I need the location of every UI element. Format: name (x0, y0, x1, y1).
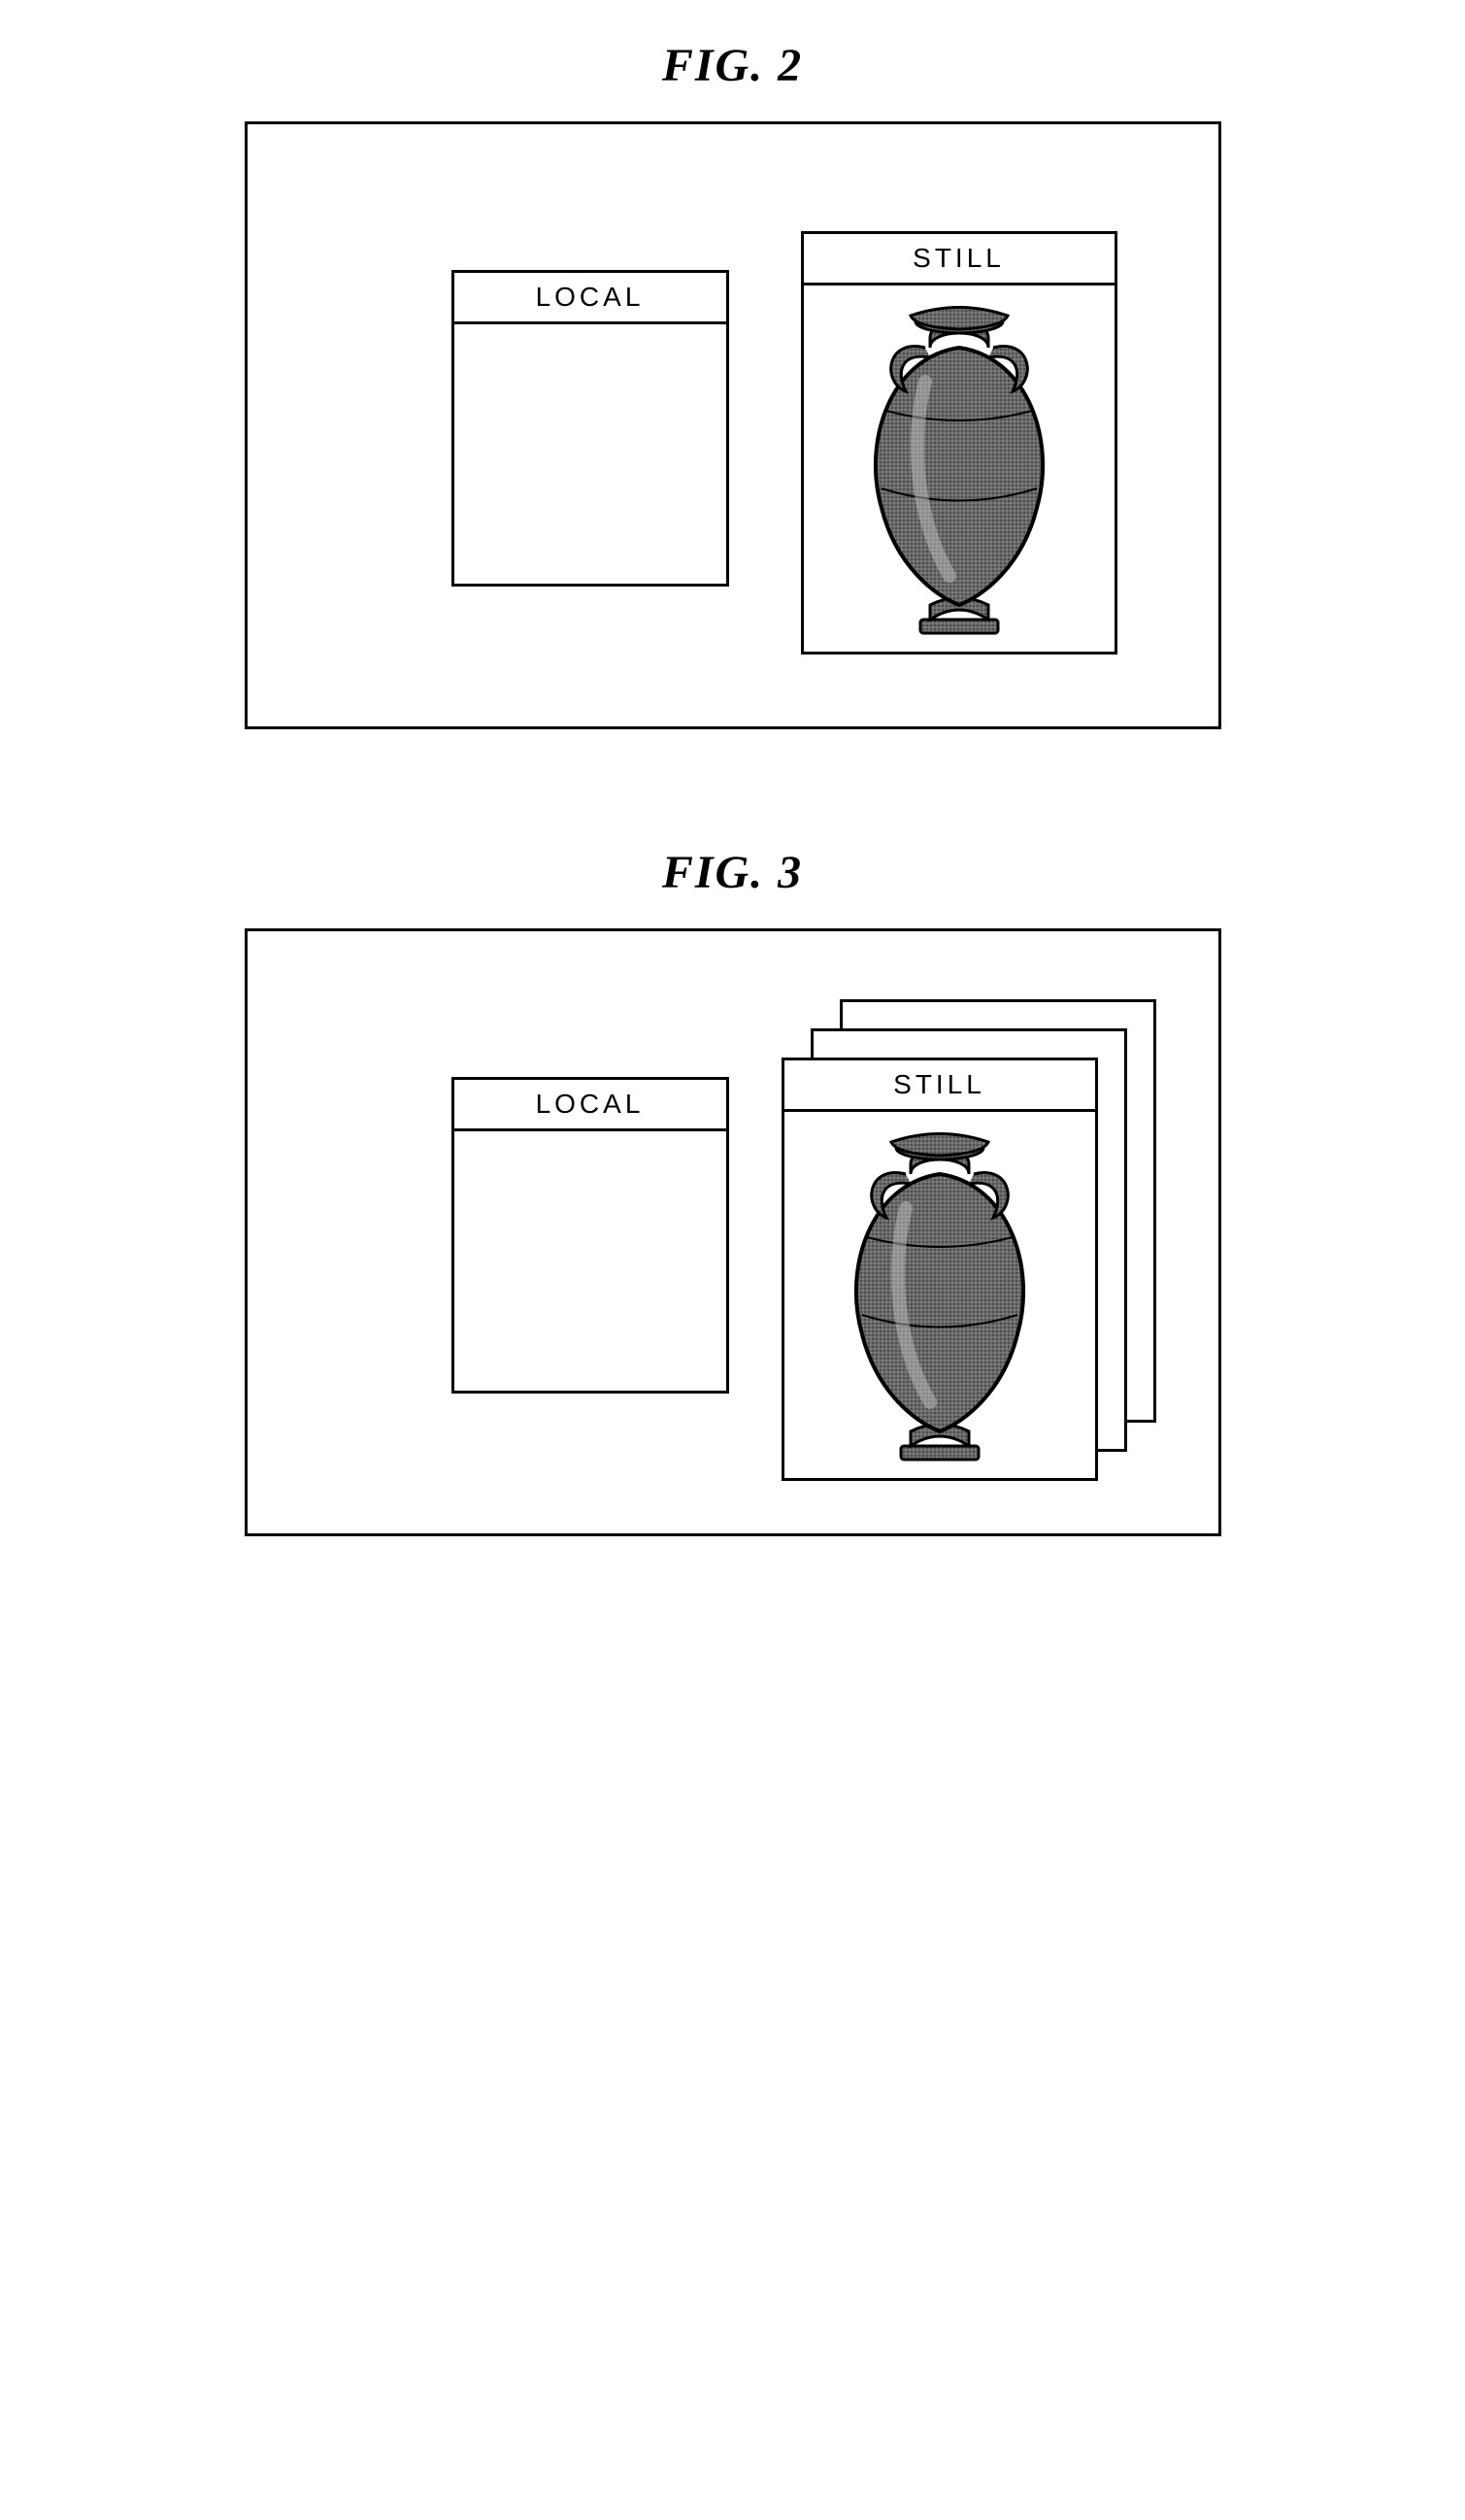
figure-3-frame: LOCAL STILL (245, 928, 1221, 1536)
figure-2-content: LOCAL STILL (248, 124, 1218, 726)
still-card: STILL (801, 231, 1117, 655)
figure-2-frame: LOCAL STILL (245, 121, 1221, 729)
figure-3-content: LOCAL STILL (248, 931, 1218, 1533)
local-card: LOCAL (451, 270, 729, 587)
local-card-body (454, 324, 726, 584)
figure-label: FIG. 2 (662, 39, 803, 92)
still-card: STILL (782, 1058, 1098, 1481)
vase-icon (814, 1121, 1066, 1470)
vase-icon (833, 294, 1085, 644)
figure-label: FIG. 3 (662, 846, 803, 899)
local-card-header: LOCAL (454, 1080, 726, 1131)
still-card-header: STILL (804, 234, 1115, 286)
still-card-header: STILL (784, 1060, 1095, 1112)
local-card: LOCAL (451, 1077, 729, 1394)
local-card-header: LOCAL (454, 273, 726, 324)
still-card-body (784, 1112, 1095, 1478)
local-card-body (454, 1131, 726, 1391)
still-card-body (804, 286, 1115, 652)
